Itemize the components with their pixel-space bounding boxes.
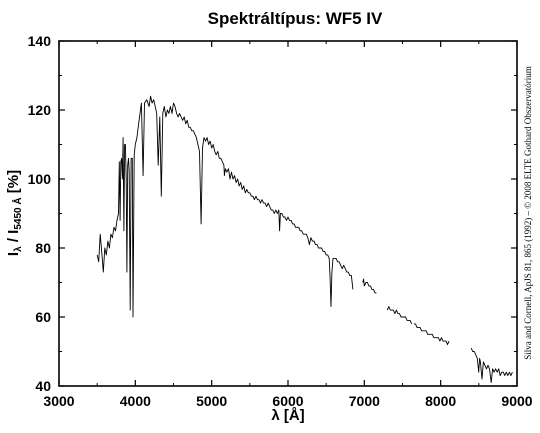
x-tick-label: 7000 — [349, 393, 380, 409]
x-axis-label: λ [Å] — [271, 407, 304, 424]
x-tick-label: 4000 — [120, 393, 151, 409]
x-tick-label: 3000 — [43, 393, 74, 409]
spectrum-line-segment — [362, 278, 377, 294]
x-tick-label: 6000 — [272, 393, 303, 409]
chart-title: Spektráltípus: WF5 IV — [208, 9, 383, 28]
y-label-sub1: λ — [13, 246, 24, 252]
y-label-mid: / I — [5, 230, 22, 247]
credit-text: Silva and Cornell, ApJS 81, 865 (1992) –… — [523, 66, 533, 359]
y-tick-label: 140 — [28, 33, 52, 49]
y-tick-label: 80 — [35, 240, 51, 256]
spectrum-line-segment — [386, 306, 413, 325]
y-label-end: [%] — [5, 170, 22, 198]
x-axis-ticks: 3000 4000 5000 6000 7000 8000 9000 — [43, 41, 533, 409]
spectrum-line-segment — [413, 323, 450, 346]
y-tick-label: 40 — [35, 378, 51, 394]
series-layer — [96, 95, 513, 384]
x-tick-label: 8000 — [425, 393, 456, 409]
spectrum-line-segment — [470, 347, 513, 384]
x-tick-label: 5000 — [196, 393, 227, 409]
spectrum-line-segment — [96, 95, 354, 318]
y-label-main: I — [5, 252, 22, 256]
y-axis-label: Iλ / I5450 Å [%] — [5, 170, 24, 256]
y-tick-label: 60 — [35, 309, 51, 325]
y-axis-ticks: 40 60 80 100 120 140 — [28, 33, 517, 394]
y-label-sub2: 5450 Å — [11, 197, 24, 229]
y-tick-label: 100 — [28, 171, 52, 187]
y-tick-label: 120 — [28, 102, 52, 118]
x-tick-label: 9000 — [501, 393, 532, 409]
